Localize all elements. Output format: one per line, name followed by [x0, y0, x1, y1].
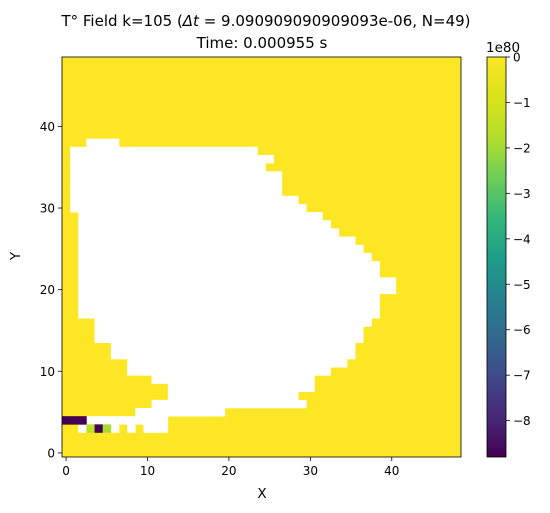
x-axis-label: X	[257, 486, 266, 502]
blank-cell	[152, 416, 160, 424]
blank-cell	[152, 424, 160, 432]
blank-cell	[95, 416, 103, 424]
blank-cell-row	[78, 237, 355, 245]
colorbar-tick-label: −2	[513, 141, 531, 155]
blank-cell	[200, 408, 208, 416]
blank-cell-row	[70, 147, 258, 155]
blank-cell	[209, 408, 217, 416]
blank-cell-row	[78, 220, 331, 228]
blank-cell-row	[168, 384, 315, 392]
blank-cell	[86, 416, 94, 424]
heatmap-cell	[86, 424, 94, 432]
blank-cell	[160, 408, 168, 416]
blank-cell-row	[78, 228, 339, 236]
blank-cell	[184, 408, 192, 416]
chart-title-line1: T° Field k=105 (Δt = 9.090909090909093e-…	[60, 12, 470, 30]
blank-cell-row	[95, 326, 364, 334]
y-tick-label: 0	[47, 446, 55, 460]
colorbar-tick-label: 0	[513, 51, 521, 65]
blank-cell	[127, 416, 135, 424]
x-axis: 0 10 20 30 40	[62, 457, 399, 478]
blank-cell-row	[78, 286, 396, 294]
blank-cell-row	[78, 261, 380, 269]
blank-cell	[143, 416, 151, 424]
colorbar-tick-label: −6	[513, 323, 531, 337]
blank-cell-row	[127, 367, 331, 375]
blank-cell	[143, 408, 151, 416]
blank-cell-row	[78, 269, 380, 277]
heatmap-cell	[62, 416, 70, 424]
blank-cell-row	[70, 171, 282, 179]
blank-cell-row	[111, 351, 356, 359]
blank-cell-row	[70, 204, 306, 212]
x-tick-label: 0	[62, 464, 70, 478]
colorbar-tick-label: −7	[513, 369, 531, 383]
blank-cell-row	[70, 188, 282, 196]
blank-cell-row	[70, 179, 282, 187]
heatmap-cell	[78, 416, 86, 424]
blank-cell	[160, 424, 168, 432]
y-tick-label: 20	[40, 283, 55, 297]
blank-cell	[160, 416, 168, 424]
blank-cell	[103, 416, 111, 424]
heatmap-cell	[95, 424, 103, 432]
heatmap-cell	[103, 424, 111, 432]
y-axis-label: Y	[8, 251, 24, 261]
blank-cell	[78, 424, 86, 432]
y-tick-label: 30	[40, 202, 55, 216]
blank-cell-row	[168, 392, 299, 400]
colorbar-tick-label: −4	[513, 232, 531, 246]
blank-cell	[192, 408, 200, 416]
blank-cell-row	[78, 302, 380, 310]
blank-cell	[111, 416, 119, 424]
x-tick-label: 10	[140, 464, 155, 478]
blank-cell-row	[152, 375, 315, 383]
x-tick-label: 40	[384, 464, 399, 478]
plot-area	[62, 57, 461, 457]
blank-cell-row	[78, 310, 380, 318]
chart-title: T° Field k=105 (Δt = 9.090909090909093e-…	[60, 12, 470, 52]
blank-cell-row	[152, 400, 307, 408]
y-tick-label: 10	[40, 365, 55, 379]
blank-cell	[168, 408, 176, 416]
blank-cell-row	[78, 277, 396, 285]
colorbar-tick-label: −3	[513, 187, 531, 201]
blank-cell	[135, 416, 143, 424]
y-axis: 0 10 20 30 40	[40, 120, 62, 461]
blank-cell	[111, 424, 119, 432]
blank-cell-row	[70, 155, 274, 163]
blank-cell-row	[78, 212, 323, 220]
blank-cell	[143, 424, 151, 432]
blank-cell-row	[78, 253, 371, 261]
colorbar-tick-label: −5	[513, 278, 531, 292]
colorbar: 1e80 0−1−2−3−4−5−6−7−8	[486, 40, 531, 457]
blank-cell	[119, 416, 127, 424]
blank-cell-row	[78, 245, 363, 253]
colorbar-tick-label: −8	[513, 414, 531, 428]
colorbar-gradient	[487, 57, 506, 457]
blank-cell-row	[70, 196, 298, 204]
colorbar-tick-label: −1	[513, 96, 531, 110]
x-tick-label: 20	[221, 464, 236, 478]
blank-cell-row	[95, 318, 372, 326]
blank-cell-row	[70, 163, 266, 171]
heatmap-cell	[70, 416, 78, 424]
blank-cell-row	[78, 294, 380, 302]
blank-cell-row	[127, 359, 347, 367]
blank-cell-row	[95, 335, 364, 343]
chart-title-line2: Time: 0.000955 s	[196, 34, 328, 52]
blank-cell	[152, 408, 160, 416]
blank-cell-row	[111, 343, 356, 351]
x-tick-label: 30	[303, 464, 318, 478]
blank-cell	[127, 424, 135, 432]
y-tick-label: 40	[40, 120, 55, 134]
blank-cell-row	[86, 139, 119, 147]
blank-cell	[176, 408, 184, 416]
